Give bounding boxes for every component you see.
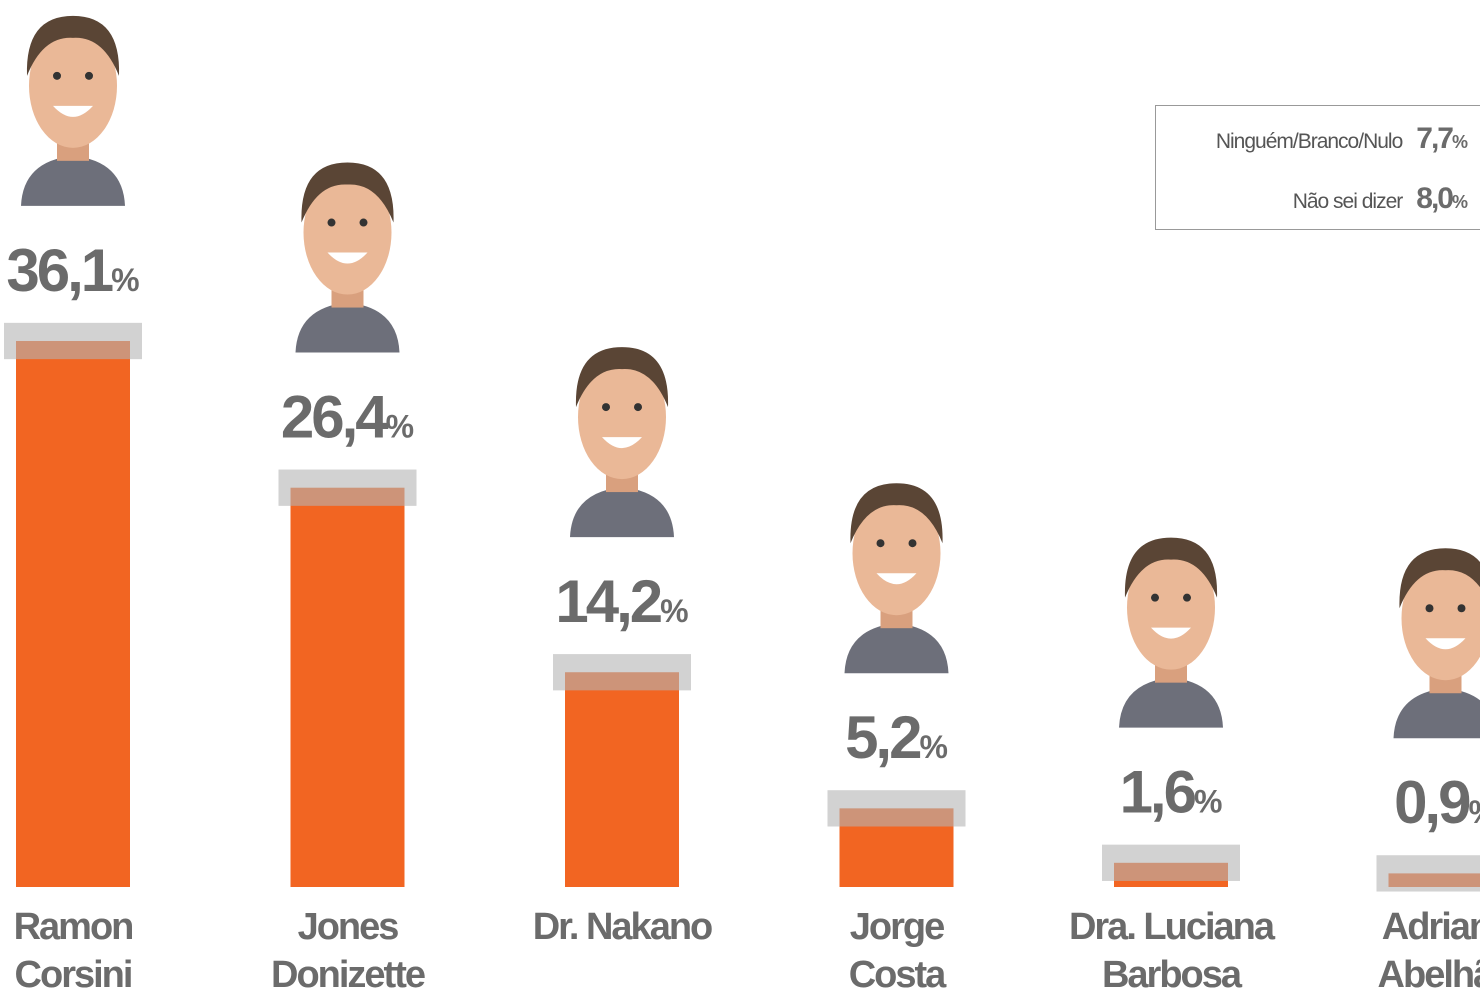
portrait-shoulders: [570, 487, 674, 538]
others-row: Não sei dizer 8,0%: [1293, 182, 1468, 216]
portrait: [1393, 548, 1480, 739]
bar: [16, 340, 130, 887]
portrait-hair: [575, 347, 669, 408]
portrait-shoulders: [1393, 688, 1480, 739]
error-band: [278, 469, 417, 506]
portrait-eye: [908, 539, 917, 548]
portrait-shoulders: [295, 302, 400, 353]
portrait-head: [1127, 545, 1215, 670]
portrait: [570, 347, 674, 538]
value-number: 5,2: [845, 704, 920, 771]
portrait-head: [852, 491, 941, 616]
portrait-eye: [53, 71, 61, 80]
portrait-hair: [301, 162, 394, 223]
value-label: 5,2%: [845, 704, 948, 771]
portrait-smile: [602, 437, 642, 449]
value-number: 0,9: [1394, 769, 1470, 836]
category-label: Dra. Luciana Barbosa: [1068, 906, 1275, 996]
category-label: Ramon Corsini: [13, 906, 135, 996]
portrait-eye: [634, 403, 642, 412]
others-label: Ninguém/Branco/Nulo: [1215, 130, 1403, 153]
portrait-smile: [1425, 638, 1466, 650]
value-number: 36,1: [6, 237, 112, 304]
category-label: Jones Donizette: [271, 906, 426, 996]
portrait: [1119, 537, 1223, 728]
value-label: 1,6%: [1120, 759, 1223, 826]
portrait-smile: [876, 573, 917, 585]
portrait-eye: [327, 218, 336, 227]
value-number: 26,4: [281, 384, 389, 451]
others-box: Ninguém/Branco/Nulo 7,7% Não sei dizer 8,0%: [1155, 105, 1480, 230]
category-label: Dr. Nakano: [532, 906, 714, 948]
error-band: [1102, 844, 1240, 881]
others-unit: %: [1451, 132, 1468, 152]
value-label: 14,2%: [555, 568, 688, 635]
others-label: Não sei dizer: [1292, 190, 1404, 213]
value-unit: %: [1468, 794, 1480, 830]
portrait-hair: [1399, 548, 1480, 609]
others-value: 7,7: [1416, 122, 1454, 155]
error-band: [827, 790, 966, 827]
portrait-hair: [1124, 537, 1218, 598]
portrait-head: [578, 355, 666, 480]
portrait-hair: [26, 15, 120, 76]
portrait: [844, 483, 949, 674]
value-unit: %: [111, 262, 139, 298]
portrait-eye: [602, 403, 610, 412]
portrait-eye: [1457, 604, 1466, 613]
value-unit: %: [386, 409, 414, 445]
portrait-smile: [53, 105, 93, 117]
portrait-eye: [359, 218, 368, 227]
portrait-shoulders: [21, 155, 125, 206]
portrait-shoulders: [844, 623, 949, 674]
error-band: [1376, 855, 1480, 892]
bar: [290, 487, 405, 887]
value-number: 14,2: [555, 568, 660, 635]
portrait: [21, 15, 125, 206]
portrait-smile: [327, 252, 368, 264]
value-number: 1,6: [1120, 759, 1196, 826]
value-unit: %: [660, 593, 688, 629]
error-band: [4, 322, 142, 360]
value-unit: %: [919, 729, 947, 765]
portrait-eye: [1425, 604, 1434, 613]
value-label: 26,4%: [281, 384, 414, 451]
error-band: [553, 654, 691, 691]
category-label: Jorge Costa: [848, 906, 947, 996]
portrait-eye: [1151, 593, 1159, 602]
category-label: Adriana Abelhão: [1377, 906, 1480, 996]
others-value: 8,0: [1416, 182, 1454, 215]
value-unit: %: [1194, 784, 1222, 820]
bar: [565, 672, 679, 887]
portrait-shoulders: [1119, 677, 1223, 728]
others-row: Ninguém/Branco/Nulo 7,7%: [1216, 122, 1468, 156]
portrait-hair: [850, 483, 943, 544]
portrait-head: [303, 170, 392, 295]
portrait-eye: [876, 539, 885, 548]
portrait: [295, 162, 400, 353]
portrait-eye: [85, 71, 93, 80]
portrait-eye: [1183, 593, 1191, 602]
portrait-smile: [1151, 627, 1191, 639]
portrait-head: [29, 23, 117, 148]
value-label: 36,1%: [6, 237, 139, 304]
portrait-head: [1401, 556, 1480, 681]
others-unit: %: [1451, 192, 1468, 212]
value-label: 0,9%: [1394, 769, 1480, 836]
